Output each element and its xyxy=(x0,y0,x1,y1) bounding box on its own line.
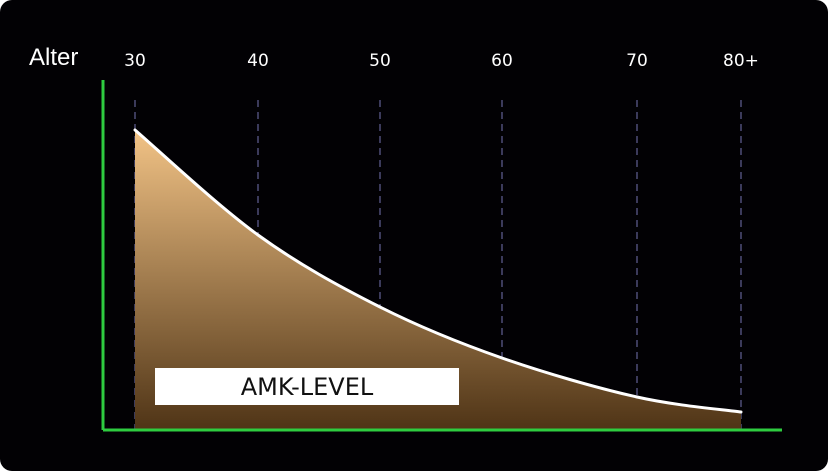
x-tick-label: 30 xyxy=(124,51,146,71)
x-tick-label: 70 xyxy=(626,51,648,71)
x-axis-title: Alter xyxy=(29,44,79,71)
series-label: AMK-LEVEL xyxy=(155,368,459,405)
x-tick-label: 80+ xyxy=(723,51,759,71)
x-tick-label: 50 xyxy=(369,51,391,71)
amk-curve xyxy=(133,128,743,414)
amk-area xyxy=(135,130,741,430)
x-tick-label: 60 xyxy=(491,51,513,71)
x-tick-label: 40 xyxy=(247,51,269,71)
